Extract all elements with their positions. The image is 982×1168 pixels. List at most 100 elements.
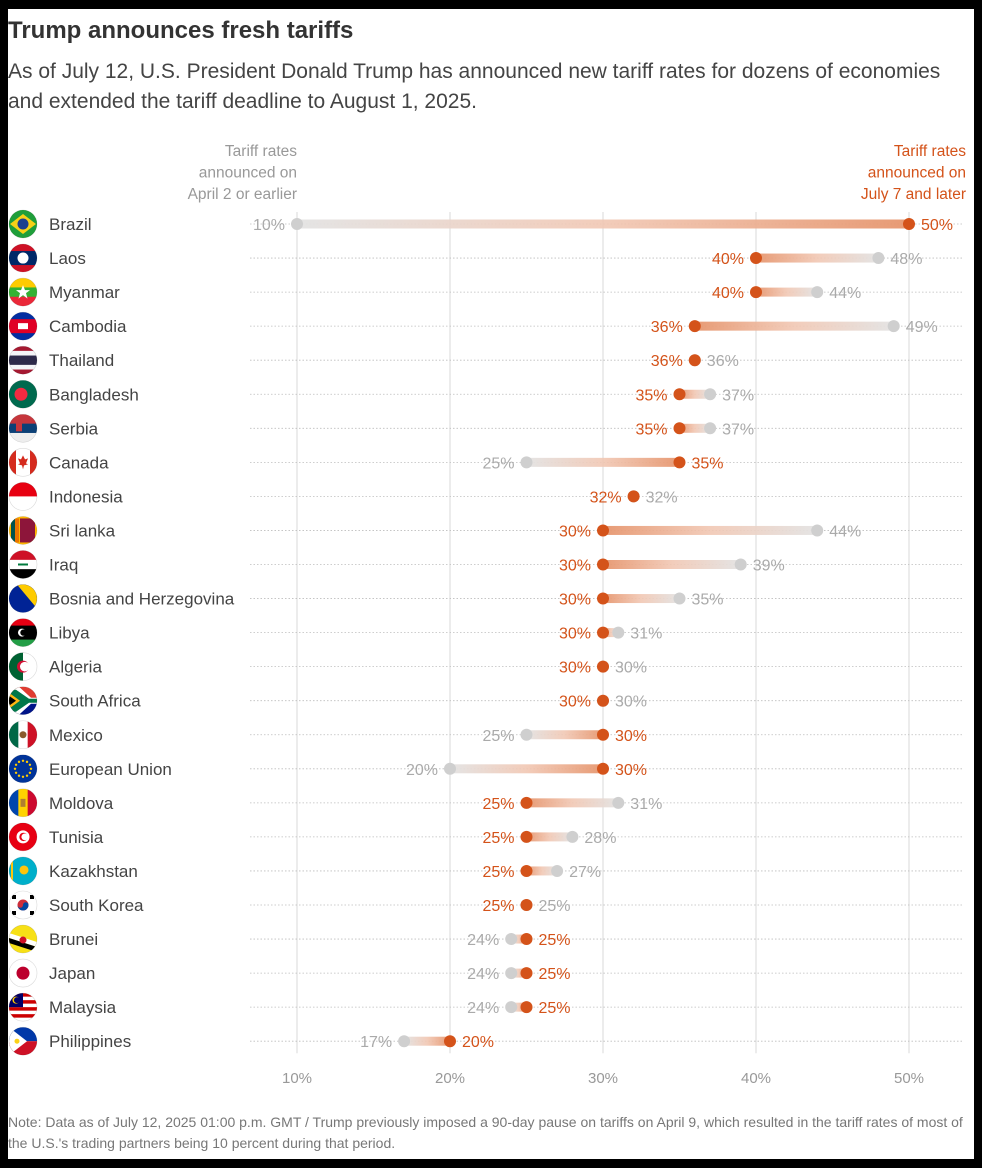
old-rate-label: 44%	[829, 523, 861, 540]
country-label: Indonesia	[49, 487, 123, 506]
country-label: Philippines	[49, 1032, 131, 1051]
old-rate-dot	[505, 933, 518, 946]
rate-change-band	[603, 628, 619, 638]
country-label: Tunisia	[49, 828, 104, 847]
south-africa-flag-icon	[8, 686, 38, 716]
old-rate-dot	[566, 830, 579, 843]
new-rate-label: 25%	[482, 830, 514, 847]
new-rate-dot	[673, 422, 686, 435]
old-rate-dot	[505, 967, 518, 980]
country-label: Moldova	[49, 794, 114, 813]
chart-row: Libya 30% 31%	[8, 618, 662, 647]
new-rate-label: 25%	[539, 966, 571, 983]
new-rate-label: 25%	[482, 898, 514, 915]
new-rate-label: 32%	[590, 489, 622, 506]
new-rate-dot	[520, 933, 533, 946]
country-label: Libya	[49, 624, 90, 643]
legend-new-line: announced on	[868, 165, 966, 182]
x-tick-label: 20%	[435, 1070, 465, 1087]
new-rate-label: 30%	[615, 762, 647, 779]
old-rate-label: 17%	[360, 1034, 392, 1051]
old-rate-label: 30%	[615, 660, 647, 677]
chart-title: Trump announces fresh tariffs	[8, 17, 354, 44]
rate-change-band	[526, 457, 680, 467]
new-rate-label: 30%	[559, 592, 591, 609]
x-tick-label: 10%	[282, 1070, 312, 1087]
new-rate-dot	[520, 967, 533, 980]
legend-old-line: announced on	[199, 165, 297, 182]
chart-row: Myanmar 40% 44%	[8, 277, 861, 307]
legend-old-line: April 2 or earlier	[188, 186, 297, 203]
chart-row: Malaysia 25% 24%	[8, 992, 571, 1022]
new-rate-dot	[520, 1001, 533, 1014]
new-rate-label: 35%	[635, 387, 667, 404]
chart-row: Laos 40% 48%	[8, 243, 922, 273]
new-rate-dot	[520, 796, 533, 809]
legend-old-line: Tariff rates	[225, 143, 297, 160]
eu-flag-icon	[8, 754, 38, 784]
canada-flag-icon	[8, 448, 38, 477]
new-rate-label: 25%	[539, 932, 571, 949]
x-tick-label: 30%	[588, 1070, 618, 1087]
serbia-flag-icon	[8, 413, 38, 443]
new-rate-dot	[597, 558, 609, 571]
chart-row: Thailand 36% 36%	[8, 345, 739, 375]
rate-change-band	[511, 1002, 527, 1012]
old-rate-dot	[811, 524, 824, 537]
old-rate-dot	[551, 864, 564, 877]
country-label: South Africa	[49, 692, 141, 711]
old-rate-label: 37%	[722, 387, 754, 404]
new-rate-label: 25%	[482, 864, 514, 881]
chart-row: Philippines 20% 17%	[8, 1026, 494, 1056]
x-tick-label: 40%	[741, 1070, 771, 1087]
japan-flag-icon	[8, 958, 38, 988]
rate-change-band	[756, 287, 818, 297]
old-rate-label: 28%	[584, 830, 616, 847]
old-rate-label: 27%	[569, 864, 601, 881]
old-rate-label: 48%	[890, 251, 922, 268]
new-rate-dot	[750, 252, 762, 265]
new-rate-label: 35%	[692, 455, 724, 472]
legend: Tariff rates announced on April 2 or earli…	[188, 143, 967, 203]
new-rate-dot	[520, 830, 533, 843]
old-rate-dot	[872, 252, 885, 265]
old-rate-dot	[673, 592, 686, 605]
old-rate-label: 25%	[539, 898, 571, 915]
new-rate-label: 35%	[635, 421, 667, 438]
legend-new-line: July 7 and later	[861, 186, 966, 203]
chart-row: European Union 30% 20%	[8, 754, 647, 784]
iraq-flag-icon	[8, 550, 38, 579]
rate-change-band	[511, 934, 527, 944]
chart-row: Canada 35% 25%	[8, 448, 724, 477]
chart-row: Brazil 50% 10%	[8, 209, 953, 239]
new-rate-label: 40%	[712, 285, 744, 302]
country-label: Malaysia	[49, 998, 117, 1017]
rate-change-band	[526, 798, 619, 808]
new-rate-label: 36%	[651, 319, 683, 336]
old-rate-label: 20%	[406, 762, 438, 779]
rate-change-band	[679, 389, 711, 399]
country-label: Bosnia and Herzegovina	[49, 590, 235, 609]
chart-row: Tunisia 25% 28%	[8, 822, 616, 852]
country-label: European Union	[49, 760, 172, 779]
dumbbell-chart: Tariff rates announced on April 2 or earli…	[8, 143, 967, 1087]
new-rate-label: 25%	[539, 1000, 571, 1017]
bangladesh-flag-icon	[8, 379, 38, 409]
old-rate-label: 10%	[253, 217, 285, 234]
philippines-flag-icon	[8, 1026, 38, 1056]
old-rate-label: 24%	[467, 966, 499, 983]
country-label: Thailand	[49, 351, 114, 370]
country-label: Laos	[49, 249, 86, 268]
old-rate-dot	[734, 558, 747, 571]
old-rate-dot	[291, 218, 303, 230]
new-rate-dot	[673, 388, 686, 401]
tunisia-flag-icon	[8, 822, 38, 852]
country-label: Mexico	[49, 726, 103, 745]
country-label: Canada	[49, 453, 109, 472]
new-rate-label: 30%	[615, 728, 647, 745]
rate-change-band	[526, 866, 558, 876]
old-rate-label: 35%	[692, 592, 724, 609]
new-rate-label: 30%	[559, 694, 591, 711]
old-rate-dot	[704, 422, 717, 435]
algeria-flag-icon	[8, 652, 38, 681]
